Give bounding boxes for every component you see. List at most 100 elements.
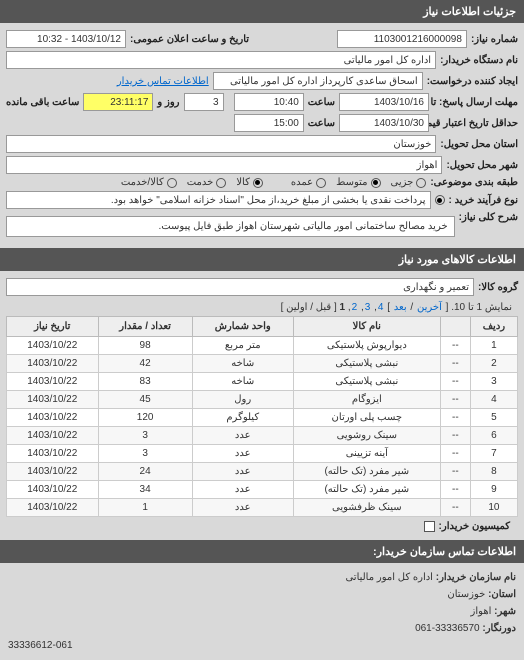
province-label: استان محل تحویل:: [440, 139, 518, 150]
contact-province: خوزستان: [447, 589, 485, 600]
deadline-date: 1403/10/16: [339, 93, 429, 111]
table-cell: --: [440, 481, 470, 499]
form-area: شماره نیاز: 1103001216000098 تاریخ و ساع…: [0, 23, 524, 248]
req-no-field: 1103001216000098: [337, 30, 467, 48]
pager: نمایش 1 تا 10. [ آخرین / بعد ] 4, 3, 2, …: [6, 299, 518, 316]
table-row[interactable]: 10--سینک ظرفشوییعدد11403/10/22: [7, 499, 518, 517]
table-cell: عدد: [192, 481, 293, 499]
table-cell: 7: [470, 445, 517, 463]
col-date: تاریخ نیاز: [7, 317, 99, 337]
contact-city-label: شهر:: [494, 606, 516, 617]
deadline-time: 10:40: [234, 93, 304, 111]
pager-p3[interactable]: 3: [365, 302, 371, 313]
req-no-label: شماره نیاز:: [471, 34, 518, 45]
table-row[interactable]: 8--شیر مفرد (تک حالته)عدد241403/10/22: [7, 463, 518, 481]
radio-medium[interactable]: متوسط: [336, 177, 380, 188]
desc-box: خرید مصالح ساختمانی امور مالیاتی شهرستان…: [6, 216, 455, 237]
table-cell: 83: [98, 373, 192, 391]
table-cell: 1403/10/22: [7, 337, 99, 355]
table-cell: --: [440, 355, 470, 373]
table-cell: 1403/10/22: [7, 445, 99, 463]
items-header: اطلاعات کالاهای مورد نیاز: [0, 248, 524, 271]
table-cell: آینه تزیینی: [293, 445, 440, 463]
commission-checkbox[interactable]: [424, 521, 435, 532]
remaining-days: 3: [184, 93, 224, 111]
contact-link[interactable]: اطلاعات تماس خریدار: [117, 76, 209, 87]
table-cell: 34: [98, 481, 192, 499]
radio-both[interactable]: کالا/خدمت: [121, 177, 177, 188]
contact-header: اطلاعات تماس سازمان خریدار:: [0, 540, 524, 563]
col-row: ردیف: [470, 317, 517, 337]
days-suffix: روز و: [157, 97, 179, 108]
table-cell: 8: [470, 463, 517, 481]
table-row[interactable]: 5--چسب پلی اورتانکیلوگرم1201403/10/22: [7, 409, 518, 427]
table-cell: 1: [98, 499, 192, 517]
city-label: شهر محل تحویل:: [446, 160, 518, 171]
pager-p2[interactable]: 2: [352, 302, 358, 313]
table-cell: 4: [470, 391, 517, 409]
remaining-suffix: ساعت باقی مانده: [6, 97, 79, 108]
desc-label: شرح کلی نیاز:: [459, 212, 518, 223]
pager-p4[interactable]: 4: [378, 302, 384, 313]
table-cell: شاخه: [192, 373, 293, 391]
radio-full[interactable]: عمده: [291, 177, 326, 188]
table-cell: 3: [470, 373, 517, 391]
table-row[interactable]: 7--آینه تزیینیعدد31403/10/22: [7, 445, 518, 463]
table-row[interactable]: 1--دیوارپوش پلاستیکیمتر مربع981403/10/22: [7, 337, 518, 355]
col-name: نام کالا: [293, 317, 440, 337]
table-cell: سینک ظرفشویی: [293, 499, 440, 517]
proc-radio[interactable]: [435, 195, 445, 205]
group-field: تعمیر و نگهداری: [6, 278, 474, 296]
creator-field: اسحاق ساعدی کارپرداز اداره کل امور مالیا…: [213, 72, 423, 90]
table-row[interactable]: 2--نبشی پلاستیکیشاخه421403/10/22: [7, 355, 518, 373]
table-cell: شیر مفرد (تک حالته): [293, 481, 440, 499]
table-cell: 1403/10/22: [7, 409, 99, 427]
datetime-field: 1403/10/12 - 10:32: [6, 30, 126, 48]
proc-label: نوع فرآیند خرید :: [449, 195, 518, 206]
table-row[interactable]: 3--نبشی پلاستیکیشاخه831403/10/22: [7, 373, 518, 391]
datetime-label: تاریخ و ساعت اعلان عمومی:: [130, 34, 249, 45]
radio-service[interactable]: خدمت: [187, 177, 227, 188]
contact-block: نام سازمان خریدار: اداره کل امور مالیاتی…: [0, 563, 524, 660]
table-cell: نبشی پلاستیکی: [293, 355, 440, 373]
col-unit: واحد شمارش: [192, 317, 293, 337]
partial-radio-group: جزیی متوسط عمده: [291, 177, 427, 188]
pager-next[interactable]: بعد: [394, 302, 407, 313]
table-cell: 1: [470, 337, 517, 355]
table-cell: عدد: [192, 499, 293, 517]
table-row[interactable]: 4--ایزوگامرول451403/10/22: [7, 391, 518, 409]
buyer-label: نام دستگاه خریدار:: [440, 55, 518, 66]
table-cell: سینک روشویی: [293, 427, 440, 445]
table-cell: 10: [470, 499, 517, 517]
deadline-label: مهلت ارسال پاسخ: تا تاریخ:: [433, 97, 518, 108]
table-cell: شیر مفرد (تک حالته): [293, 463, 440, 481]
details-header: جزئیات اطلاعات نیاز: [0, 0, 524, 23]
group-label: گروه کالا:: [478, 282, 518, 293]
items-table: ردیف نام کالا واحد شمارش تعداد / مقدار ت…: [6, 316, 518, 517]
table-cell: 1403/10/22: [7, 463, 99, 481]
table-cell: --: [440, 427, 470, 445]
radio-partial[interactable]: جزیی: [391, 177, 427, 188]
table-cell: نبشی پلاستیکی: [293, 373, 440, 391]
table-cell: 45: [98, 391, 192, 409]
table-cell: 42: [98, 355, 192, 373]
province-field: خوزستان: [6, 135, 436, 153]
city-field: اهواز: [6, 156, 442, 174]
table-cell: 1403/10/22: [7, 391, 99, 409]
pager-first: اولین: [286, 302, 307, 313]
table-cell: --: [440, 337, 470, 355]
checkbox-label: کمیسیون خریدار:: [439, 521, 510, 532]
table-cell: شاخه: [192, 355, 293, 373]
table-cell: 3: [98, 427, 192, 445]
contact-phone-label: دورنگار:: [482, 623, 516, 634]
table-cell: 1403/10/22: [7, 499, 99, 517]
radio-goods[interactable]: کالا: [236, 177, 263, 188]
pager-current: 1: [340, 302, 346, 313]
pager-last[interactable]: آخرین: [417, 302, 442, 313]
table-row[interactable]: 6--سینک روشوییعدد31403/10/22: [7, 427, 518, 445]
table-cell: --: [440, 409, 470, 427]
table-row[interactable]: 9--شیر مفرد (تک حالته)عدد341403/10/22: [7, 481, 518, 499]
table-cell: 98: [98, 337, 192, 355]
validity-label: حداقل تاریخ اعتبار قیمت: تا تاریخ:: [433, 118, 518, 129]
table-cell: 9: [470, 481, 517, 499]
